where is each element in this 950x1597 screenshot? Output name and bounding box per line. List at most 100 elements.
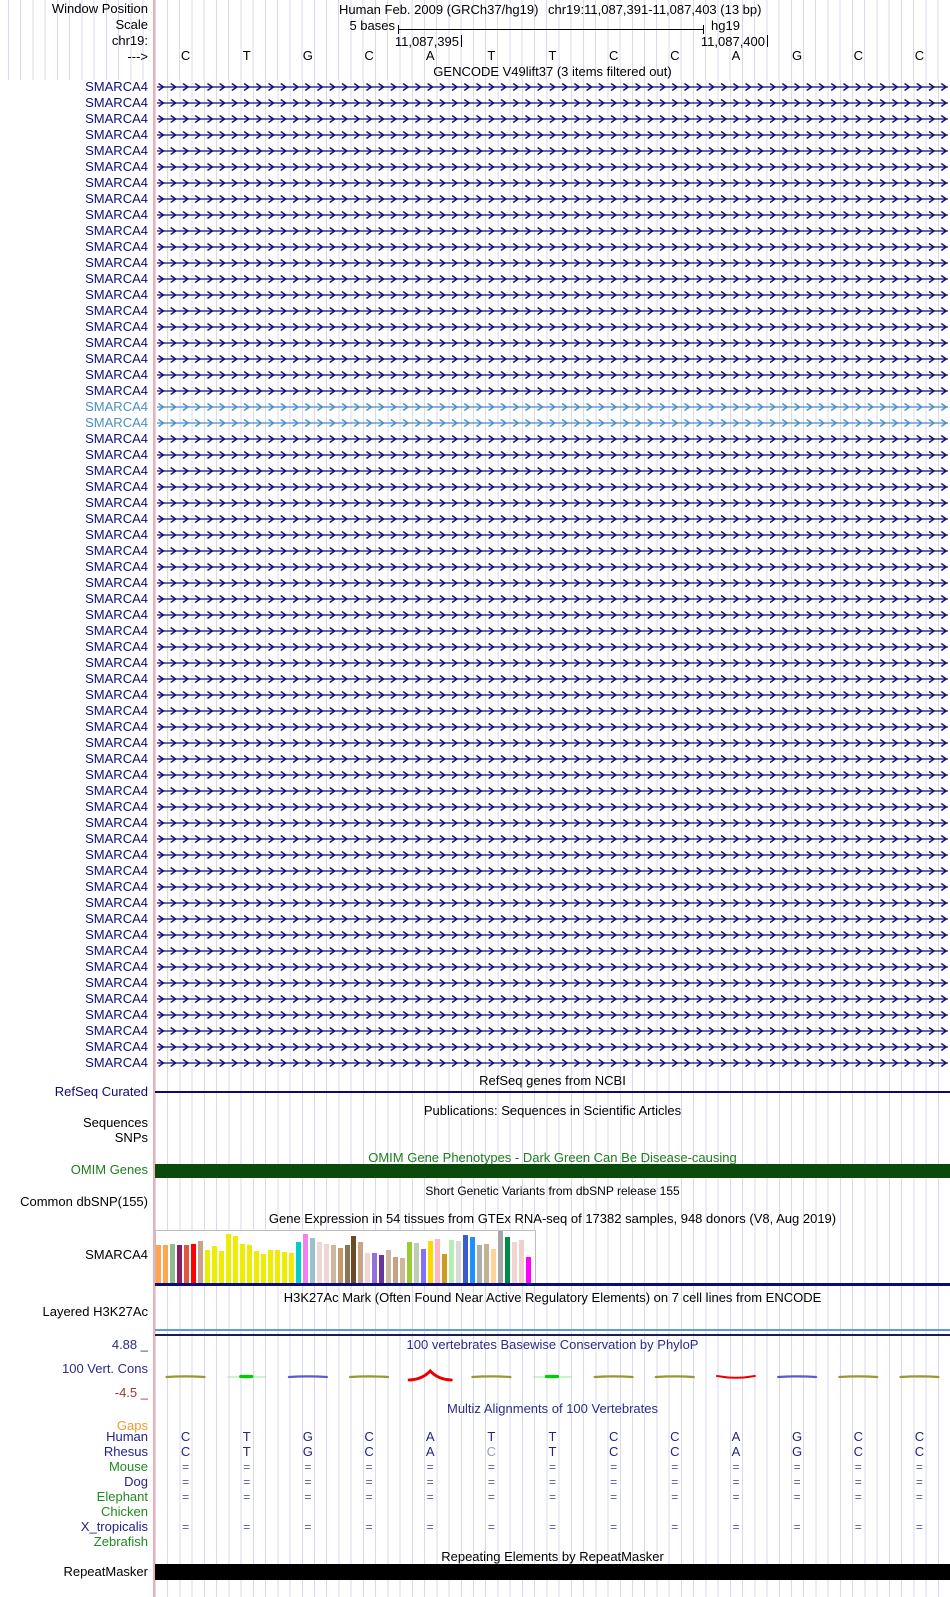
omim-genes-label[interactable]: OMIM Genes bbox=[70, 1162, 148, 1177]
gencode-transcript-arrows[interactable] bbox=[157, 560, 948, 574]
gencode-gene-label[interactable]: SMARCA4 bbox=[85, 671, 148, 686]
gencode-gene-label[interactable]: SMARCA4 bbox=[85, 495, 148, 510]
gtex-tissue-bar[interactable] bbox=[393, 1257, 399, 1283]
gencode-transcript-arrows[interactable] bbox=[157, 272, 948, 286]
gtex-tissue-bar[interactable] bbox=[253, 1251, 259, 1283]
gtex-tissue-bar[interactable] bbox=[218, 1251, 224, 1283]
gtex-tissue-bar[interactable] bbox=[211, 1246, 217, 1283]
gtex-tissue-bar[interactable] bbox=[526, 1257, 532, 1283]
gencode-transcript-arrows[interactable] bbox=[157, 464, 948, 478]
gencode-transcript-arrows[interactable] bbox=[157, 592, 948, 606]
gencode-transcript-arrows[interactable] bbox=[157, 240, 948, 254]
gtex-tissue-bar[interactable] bbox=[463, 1235, 469, 1283]
publications-sequences-label[interactable]: Sequences bbox=[82, 1115, 148, 1130]
gtex-tissue-bar[interactable] bbox=[309, 1238, 315, 1283]
gtex-tissue-bar[interactable] bbox=[421, 1249, 427, 1283]
gencode-transcript-arrows[interactable] bbox=[157, 704, 948, 718]
gtex-tissue-bar[interactable] bbox=[330, 1245, 336, 1283]
gtex-tissue-bar[interactable] bbox=[274, 1250, 280, 1283]
gencode-transcript-arrows[interactable] bbox=[157, 512, 948, 526]
gencode-transcript-arrows[interactable] bbox=[157, 976, 948, 990]
gencode-transcript-arrows[interactable] bbox=[157, 960, 948, 974]
phylop-track-label[interactable]: 100 Vert. Cons bbox=[62, 1361, 148, 1376]
gencode-gene-label[interactable]: SMARCA4 bbox=[85, 1055, 148, 1070]
gencode-gene-label[interactable]: SMARCA4 bbox=[85, 655, 148, 670]
gencode-transcript-arrows[interactable] bbox=[157, 912, 948, 926]
gtex-tissue-bar[interactable] bbox=[351, 1236, 357, 1283]
gencode-gene-label[interactable]: SMARCA4 bbox=[85, 527, 148, 542]
gtex-tissue-bar[interactable] bbox=[246, 1245, 252, 1283]
gtex-tissue-bar[interactable] bbox=[400, 1258, 406, 1283]
gencode-gene-label[interactable]: SMARCA4 bbox=[85, 639, 148, 654]
multiz-species-label[interactable]: Chicken bbox=[101, 1504, 148, 1519]
gencode-transcript-arrows[interactable] bbox=[157, 288, 948, 302]
gencode-gene-label[interactable]: SMARCA4 bbox=[85, 575, 148, 590]
gencode-gene-label[interactable]: SMARCA4 bbox=[85, 895, 148, 910]
gtex-tissue-bar[interactable] bbox=[477, 1245, 483, 1283]
gencode-transcript-arrows[interactable] bbox=[157, 848, 948, 862]
gencode-gene-label[interactable]: SMARCA4 bbox=[85, 1039, 148, 1054]
gtex-tissue-bar[interactable] bbox=[225, 1234, 231, 1283]
gencode-transcript-arrows[interactable] bbox=[157, 816, 948, 830]
gtex-tissue-bar[interactable] bbox=[302, 1234, 308, 1283]
gencode-transcript-arrows[interactable] bbox=[157, 1008, 948, 1022]
gencode-transcript-arrows[interactable] bbox=[157, 368, 948, 382]
gencode-gene-label[interactable]: SMARCA4 bbox=[85, 815, 148, 830]
gtex-tissue-bar[interactable] bbox=[428, 1241, 434, 1283]
gencode-gene-label[interactable]: SMARCA4 bbox=[85, 335, 148, 350]
gencode-transcript-arrows[interactable] bbox=[157, 1040, 948, 1054]
gencode-transcript-arrows[interactable] bbox=[157, 384, 948, 398]
gencode-gene-label[interactable]: SMARCA4 bbox=[85, 415, 148, 430]
multiz-species-label[interactable]: Human bbox=[106, 1429, 148, 1444]
gtex-tissue-bar[interactable] bbox=[281, 1252, 287, 1283]
gencode-gene-label[interactable]: SMARCA4 bbox=[85, 191, 148, 206]
omim-gene-bar[interactable] bbox=[155, 1164, 950, 1178]
gtex-tissue-bar[interactable] bbox=[449, 1240, 455, 1283]
gencode-transcript-arrows[interactable] bbox=[157, 224, 948, 238]
gencode-gene-label[interactable]: SMARCA4 bbox=[85, 287, 148, 302]
gtex-tissue-bar[interactable] bbox=[365, 1253, 371, 1283]
gtex-tissue-bar[interactable] bbox=[190, 1244, 196, 1283]
gtex-tissue-bar[interactable] bbox=[442, 1254, 448, 1283]
gtex-tissue-bar[interactable] bbox=[372, 1253, 378, 1283]
gencode-gene-label[interactable]: SMARCA4 bbox=[85, 591, 148, 606]
gencode-gene-label[interactable]: SMARCA4 bbox=[85, 111, 148, 126]
gencode-gene-label[interactable]: SMARCA4 bbox=[85, 303, 148, 318]
gencode-transcript-arrows[interactable] bbox=[157, 304, 948, 318]
multiz-species-label[interactable]: Elephant bbox=[96, 1489, 148, 1504]
gencode-gene-label[interactable]: SMARCA4 bbox=[85, 239, 148, 254]
gtex-tissue-bar[interactable] bbox=[519, 1240, 525, 1283]
gencode-gene-label[interactable]: SMARCA4 bbox=[85, 543, 148, 558]
gencode-transcript-arrows[interactable] bbox=[157, 1056, 948, 1070]
gtex-tissue-bar[interactable] bbox=[435, 1239, 441, 1283]
gencode-transcript-arrows[interactable] bbox=[157, 928, 948, 942]
gencode-gene-label[interactable]: SMARCA4 bbox=[85, 79, 148, 94]
gencode-gene-label[interactable]: SMARCA4 bbox=[85, 687, 148, 702]
gencode-gene-label[interactable]: SMARCA4 bbox=[85, 943, 148, 958]
gencode-transcript-arrows[interactable] bbox=[157, 576, 948, 590]
gencode-transcript-arrows[interactable] bbox=[157, 880, 948, 894]
gencode-transcript-arrows[interactable] bbox=[157, 672, 948, 686]
gencode-gene-label[interactable]: SMARCA4 bbox=[85, 799, 148, 814]
gtex-tissue-bar[interactable] bbox=[204, 1250, 210, 1283]
gencode-transcript-arrows[interactable] bbox=[157, 768, 948, 782]
gencode-gene-label[interactable]: SMARCA4 bbox=[85, 351, 148, 366]
gencode-transcript-arrows[interactable] bbox=[157, 480, 948, 494]
gencode-transcript-arrows[interactable] bbox=[157, 96, 948, 110]
gencode-transcript-arrows[interactable] bbox=[157, 432, 948, 446]
gencode-transcript-arrows[interactable] bbox=[157, 352, 948, 366]
gencode-gene-label[interactable]: SMARCA4 bbox=[85, 95, 148, 110]
gtex-tissue-bar[interactable] bbox=[505, 1237, 511, 1283]
gtex-tissue-bar[interactable] bbox=[197, 1241, 203, 1283]
gencode-transcript-arrows[interactable] bbox=[157, 640, 948, 654]
gencode-transcript-arrows[interactable] bbox=[157, 992, 948, 1006]
multiz-species-label[interactable]: Gaps bbox=[116, 1418, 148, 1433]
gencode-gene-label[interactable]: SMARCA4 bbox=[85, 479, 148, 494]
gencode-gene-label[interactable]: SMARCA4 bbox=[85, 927, 148, 942]
gencode-transcript-arrows[interactable] bbox=[157, 688, 948, 702]
gencode-gene-label[interactable]: SMARCA4 bbox=[85, 959, 148, 974]
gtex-tissue-bar[interactable] bbox=[386, 1250, 392, 1283]
gencode-gene-label[interactable]: SMARCA4 bbox=[85, 1007, 148, 1022]
gencode-gene-label[interactable]: SMARCA4 bbox=[85, 383, 148, 398]
gencode-gene-label[interactable]: SMARCA4 bbox=[85, 847, 148, 862]
